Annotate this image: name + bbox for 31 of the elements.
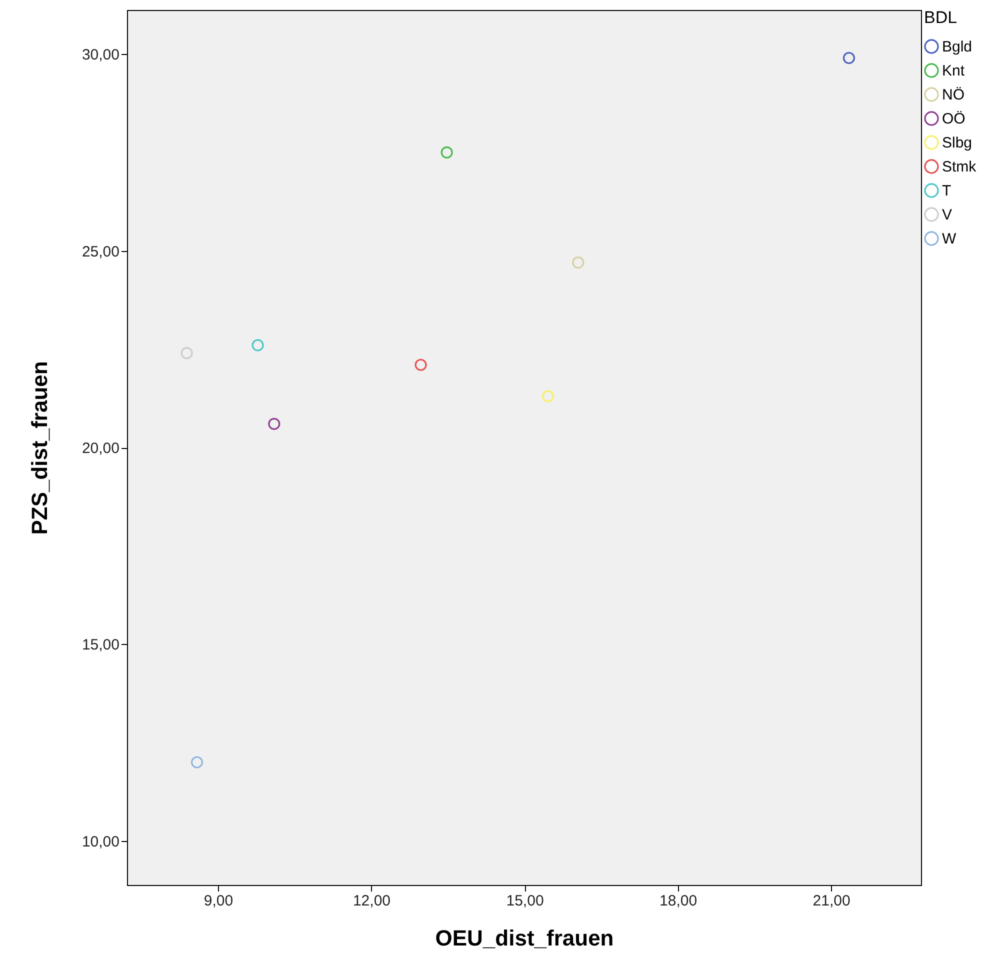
x-tick-label: 15,00 [506, 892, 544, 910]
x-tick-label: 18,00 [660, 892, 698, 910]
point [414, 358, 427, 371]
legend-label: W [942, 230, 957, 248]
point [842, 52, 855, 64]
x-axis-title: OEU_dist_frauen [435, 926, 614, 950]
legend-label: T [942, 182, 952, 200]
legend-label: Knt [942, 62, 966, 80]
y-tick-label: 15,00 [82, 636, 120, 654]
y-tick-label: 20,00 [82, 440, 120, 457]
legend-label: OÖ [942, 110, 966, 128]
point [190, 756, 204, 768]
legend-label: V [942, 206, 952, 224]
legend-title: BDL [924, 8, 958, 27]
y-tick-label: 30,00 [82, 46, 120, 64]
legend-label: Stmk [942, 158, 977, 176]
y-tick-label: 25,00 [82, 243, 120, 260]
x-tick-label: 21,00 [812, 892, 850, 910]
point [268, 418, 280, 430]
x-tick-label: 9,00 [204, 892, 234, 910]
legend-label: Slbg [942, 134, 972, 152]
point [252, 339, 264, 352]
y-tick-label: 10,00 [82, 833, 120, 850]
x-tick-label: 12,00 [352, 892, 391, 910]
y-axis-title: PZS_dist_frauen [26, 361, 52, 535]
point [440, 146, 453, 158]
point [180, 347, 193, 360]
point [572, 256, 584, 269]
point [542, 390, 554, 402]
legend-label: Bgld [942, 38, 972, 56]
legend-label: NÖ [942, 86, 964, 104]
